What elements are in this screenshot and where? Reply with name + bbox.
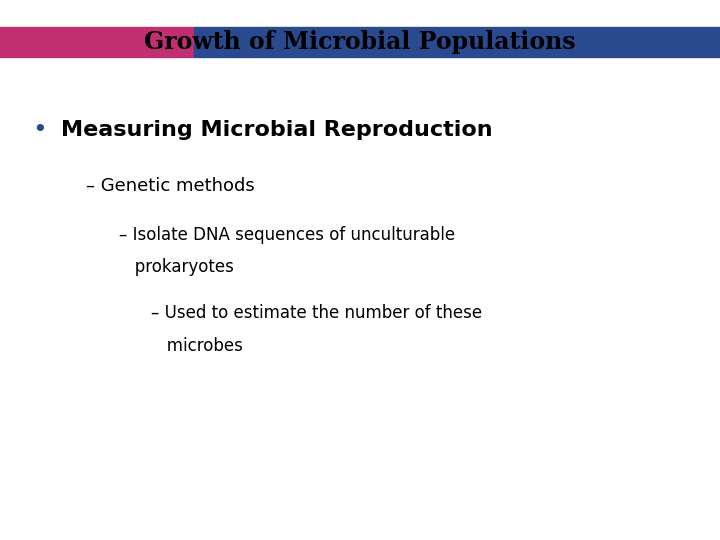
Text: – Used to estimate the number of these: – Used to estimate the number of these	[151, 304, 482, 322]
Text: •: •	[32, 118, 47, 141]
Text: prokaryotes: prokaryotes	[119, 258, 234, 276]
Text: Measuring Microbial Reproduction: Measuring Microbial Reproduction	[61, 119, 492, 140]
Text: microbes: microbes	[151, 336, 243, 355]
Bar	[0, 27, 194, 57]
Text: – Genetic methods: – Genetic methods	[86, 177, 255, 195]
Bar	[194, 27, 720, 57]
Text: – Isolate DNA sequences of unculturable: – Isolate DNA sequences of unculturable	[119, 226, 455, 244]
Text: Growth of Microbial Populations: Growth of Microbial Populations	[144, 30, 576, 53]
